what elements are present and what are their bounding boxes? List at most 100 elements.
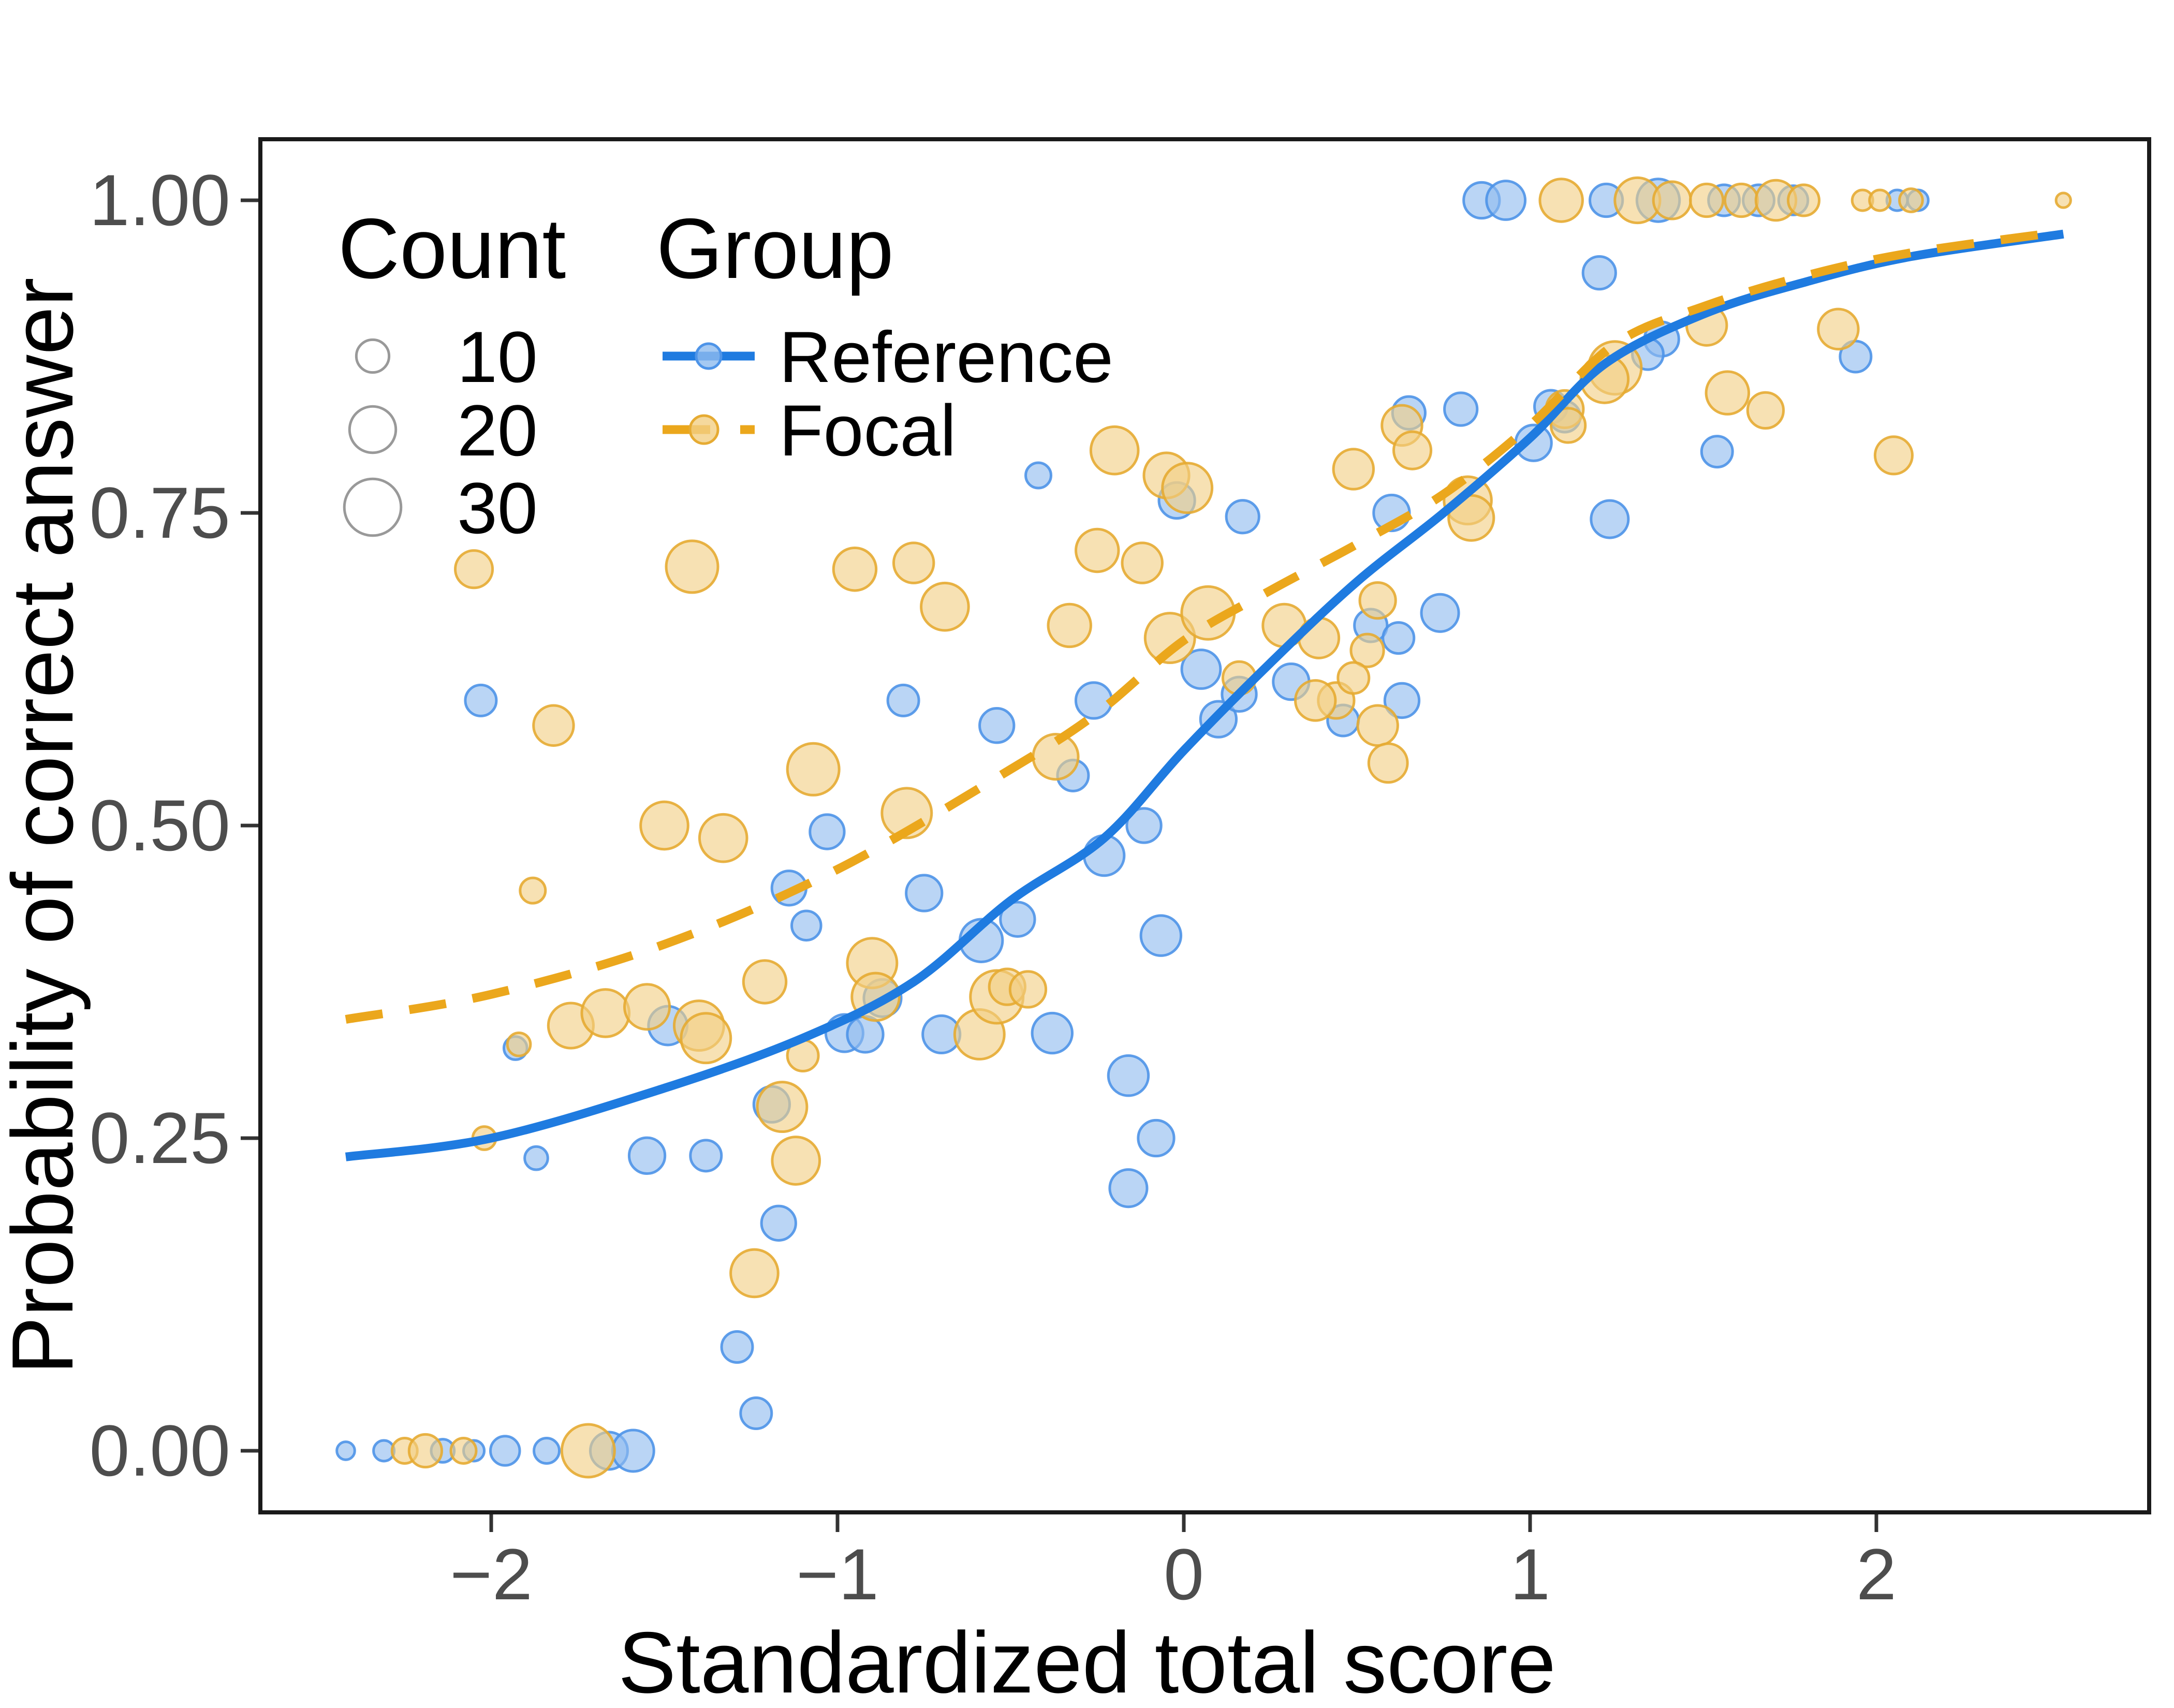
data-point-reference: [1485, 180, 1527, 221]
data-point-focal: [729, 1248, 780, 1299]
data-point-reference: [1420, 593, 1460, 633]
x-tick-label: 1: [1510, 1534, 1550, 1615]
data-point-reference: [790, 909, 822, 942]
data-point-reference: [760, 1204, 797, 1242]
data-point-reference: [1139, 914, 1183, 957]
data-point-focal: [639, 800, 689, 851]
data-point-focal: [1746, 391, 1785, 430]
data-point-focal: [1705, 370, 1751, 416]
data-point-reference: [533, 1437, 561, 1465]
legend-size-key-30-icon: [343, 477, 403, 537]
data-point-reference: [1581, 255, 1617, 291]
data-point-focal: [665, 539, 719, 594]
data-point-focal: [1549, 407, 1587, 444]
data-point-reference: [1180, 649, 1222, 690]
data-point-reference: [739, 1396, 773, 1431]
data-point-reference: [1443, 391, 1479, 427]
y-tick-label: 0.25: [90, 1097, 230, 1179]
data-point-focal: [453, 549, 494, 590]
data-point-focal: [756, 1081, 809, 1133]
data-point-reference: [1125, 807, 1163, 844]
panel-border: [258, 137, 2151, 1514]
data-point-focal: [1032, 733, 1080, 781]
data-point-focal: [580, 988, 631, 1038]
data-point-focal: [1817, 307, 1860, 351]
x-tick-label: −2: [450, 1534, 533, 1615]
data-point-focal: [2054, 192, 2072, 209]
data-point-focal: [892, 541, 935, 584]
data-point-focal: [1652, 180, 1692, 220]
data-point-focal: [532, 704, 575, 747]
data-point-reference: [809, 813, 846, 850]
data-point-focal: [786, 742, 841, 797]
data-point-focal: [449, 1437, 478, 1465]
data-point-reference: [1031, 1011, 1074, 1055]
data-point-focal: [1787, 183, 1821, 217]
data-point-reference: [720, 1330, 754, 1364]
data-point-focal: [1332, 448, 1375, 491]
y-axis-title: Probability of correct answer: [0, 277, 91, 1375]
data-point-reference: [1590, 499, 1630, 539]
legend-size-key-20-icon: [348, 405, 398, 454]
y-tick-label: 0.50: [90, 785, 230, 866]
data-point-focal: [1047, 602, 1092, 649]
legend-size-label-10: 10: [457, 316, 538, 397]
data-point-focal: [1143, 612, 1196, 665]
data-point-focal: [698, 813, 748, 863]
data-point-focal: [1538, 178, 1584, 223]
data-point-reference: [1137, 1118, 1176, 1158]
data-point-focal: [1873, 435, 1914, 476]
data-point-focal: [771, 1136, 821, 1186]
data-point-reference: [886, 683, 920, 717]
data-point-focal: [680, 1012, 732, 1065]
legend-reference-point-icon: [695, 342, 723, 370]
y-tick-label: 1.00: [90, 159, 230, 241]
data-point-focal: [1392, 430, 1433, 470]
data-point-focal: [742, 959, 788, 1005]
data-point-focal: [407, 1433, 444, 1469]
data-point-focal: [832, 546, 878, 592]
data-point-focal: [1075, 527, 1120, 573]
legend-size-label-30: 30: [457, 467, 538, 549]
data-point-reference: [1700, 435, 1734, 469]
legend-group-label-focal: Focal: [779, 390, 957, 471]
data-point-focal: [1689, 182, 1725, 218]
data-point-focal: [1367, 742, 1409, 784]
legend-focal-point-icon: [688, 414, 719, 445]
data-point-focal: [1723, 182, 1759, 218]
data-point-reference: [523, 1145, 549, 1171]
data-point-focal: [1121, 541, 1164, 584]
regression-curve-reference: [345, 229, 2064, 1161]
data-point-reference: [627, 1136, 667, 1175]
data-point-focal: [1294, 679, 1337, 722]
data-point-reference: [689, 1139, 723, 1173]
data-point-reference: [846, 1015, 885, 1054]
data-point-focal: [1868, 188, 1892, 212]
legend-size-label-20: 20: [457, 390, 538, 471]
data-point-reference: [1382, 621, 1416, 655]
x-tick-label: −1: [796, 1534, 879, 1615]
data-point-focal: [560, 1423, 616, 1479]
data-point-focal: [1349, 632, 1385, 668]
data-point-reference: [999, 901, 1036, 938]
data-point-reference: [978, 707, 1016, 744]
data-point-reference: [905, 874, 944, 912]
x-tick-label: 0: [1164, 1534, 1204, 1615]
x-tick-label: 2: [1856, 1534, 1897, 1615]
data-point-focal: [1336, 661, 1371, 695]
data-point-focal: [623, 983, 671, 1031]
data-point-reference: [1107, 1054, 1150, 1097]
y-tick-label: 0.00: [90, 1410, 230, 1491]
data-point-reference: [489, 1435, 521, 1467]
regression-curve-focal: [345, 227, 2064, 1024]
data-point-focal: [506, 1031, 532, 1057]
data-point-focal: [920, 581, 970, 632]
data-point-focal: [1089, 425, 1140, 476]
x-axis-title: Standardized total score: [618, 1614, 1556, 1708]
legend-group-label-reference: Reference: [779, 316, 1113, 397]
y-tick-label: 0.75: [90, 472, 230, 553]
legend-group-title: Group: [656, 201, 894, 296]
data-point-focal: [1161, 462, 1214, 514]
